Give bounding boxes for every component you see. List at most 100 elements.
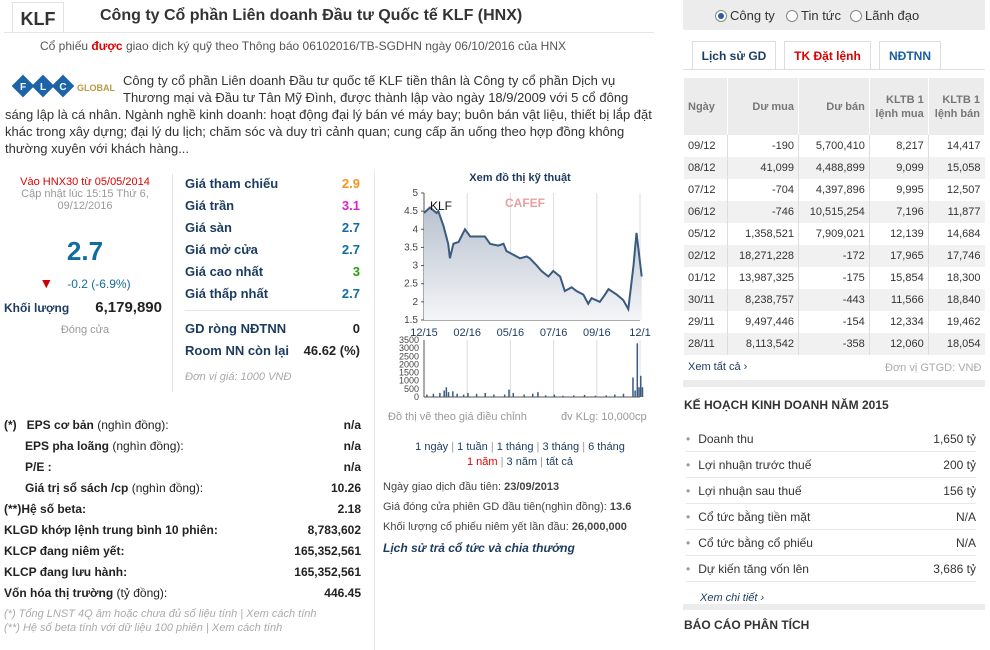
chart-caption: Đồ thị vẽ theo giá điều chỉnh [388, 411, 527, 423]
stat-label: KLCP đang niêm yết: [4, 544, 124, 565]
y-tick-label: 4 [412, 224, 418, 235]
radio-button[interactable] [786, 9, 798, 22]
radio-button[interactable] [850, 9, 862, 22]
stat-name: EPS pha loãng [25, 439, 110, 453]
table-row: 02/12 18,271,228 -172 17,965 17,746 [684, 245, 985, 267]
y-tick-label: 2.5 [404, 279, 418, 290]
stat-unit: (nghìn đồng): [109, 439, 184, 453]
see-all-link[interactable]: Xem tất cả › [688, 361, 747, 373]
plan-details-link[interactable]: Xem chi tiết › [700, 592, 765, 604]
stat-value: n/a [343, 439, 361, 453]
price-label: Giá cao nhất [185, 264, 264, 279]
table-cell: 05/12 [684, 223, 729, 245]
table-cell: 4,488,899 [798, 157, 870, 179]
trading-table: Ngày Dư mua Dư bán KLTB 1 lệnh mua KLTB 1 lệ… [684, 78, 986, 355]
range-link[interactable]: 1 tuần [457, 441, 488, 453]
price-row: Giá sàn 2.7 [185, 220, 360, 242]
radio-company[interactable]: Công ty [715, 8, 775, 23]
range-link[interactable]: tất cả [546, 456, 574, 468]
stat-name: P/E : [25, 460, 52, 474]
price-chart[interactable]: 12/15 02/16 05/16 07/16 09/16 12/154.543.532.… [375, 185, 665, 415]
table-cell: 14,684 [946, 228, 981, 240]
stat-value: n/a [343, 460, 361, 474]
table-row: 29/11 9,497,446 -154 12,334 19,462 [684, 311, 985, 333]
stat-label: (**)Hệ số beta: [4, 502, 86, 523]
x-tick-label: 12/15 [410, 327, 438, 339]
svg-text:L: L [40, 82, 46, 93]
stat-label: KLGD khớp lệnh trung bình 10 phiên: [4, 523, 218, 544]
volume-bar [532, 393, 534, 397]
volume-bar [632, 377, 634, 397]
separator: | [537, 456, 547, 468]
column-header: Dư bán [798, 78, 870, 135]
plan-value: N/A [955, 509, 976, 524]
see-all-label: Xem tất cả [688, 361, 741, 373]
price-area [424, 207, 642, 320]
volume-bar [512, 392, 515, 397]
tab-order-stats[interactable]: TK Đặt lệnh [784, 41, 871, 69]
separator: | [448, 441, 458, 453]
range-links: 1 ngày | 1 tuần | 1 tháng | 3 tháng | 6 … [375, 440, 665, 470]
table-cell: -746 [727, 201, 800, 223]
stat-unit: (nghìn đồng): [128, 481, 204, 495]
market-status: Đóng cửa [60, 324, 110, 336]
y-tick-label: 2 [412, 297, 418, 308]
svg-text:GLOBAL: GLOBAL [77, 83, 115, 93]
symbol-label: KLF [430, 199, 452, 213]
ticker-tab[interactable]: KLF [12, 2, 64, 33]
plan-label: Dự kiến tăng vốn lên [686, 562, 809, 576]
volume-bar [503, 394, 506, 397]
plan-row: Lợi nhuận trước thuế 200 tỷ [686, 452, 976, 478]
foreign-net-value: 0 [352, 321, 360, 336]
chart-title[interactable]: Xem đồ thị kỹ thuật [469, 172, 571, 184]
range-link[interactable]: 1 năm [466, 456, 498, 468]
radio-label: Công ty [730, 8, 775, 23]
dividend-history-link[interactable]: Lịch sử trả cổ tức và chia thưởng [383, 541, 575, 555]
volume-bar [573, 395, 575, 397]
tab-trading-history[interactable]: Lịch sử GD [692, 41, 776, 69]
table-cell: 12,334 [869, 311, 929, 333]
volume-bar [641, 387, 644, 397]
down-arrow-icon: ▼ [39, 275, 54, 291]
plan-label: Cổ tức bằng tiền mặt [686, 510, 810, 524]
tab-foreign-investors[interactable]: NĐTNN [879, 41, 941, 69]
range-link[interactable]: 3 năm [506, 456, 538, 468]
volume-bar [456, 393, 458, 397]
footnote[interactable]: (*) Tổng LNST 4Q âm hoặc chưa đủ số liệu… [4, 608, 317, 620]
price-row: Giá cao nhất 3 [185, 264, 360, 286]
company-title: Công ty Cổ phần Liên doanh Đầu tư Quốc t… [100, 7, 523, 24]
range-link[interactable]: 1 ngày [415, 441, 449, 453]
updated-date: 09/12/2016 [57, 200, 113, 212]
price-line [423, 206, 643, 313]
radio-news[interactable]: Tin tức [786, 8, 841, 23]
separator: | [579, 441, 589, 453]
volume-tick-label: 1500 [399, 368, 419, 378]
stat-name: KLCP đang niêm yết: [4, 544, 125, 558]
price-label: Giá sàn [185, 220, 232, 235]
stat-row: P/E : n/a [4, 460, 361, 481]
table-row: 09/12 -190 5,700,410 8,217 14,417 [684, 135, 985, 157]
range-link[interactable]: 3 tháng [542, 441, 580, 453]
range-link[interactable]: 1 tháng [496, 441, 534, 453]
radio-button[interactable] [715, 9, 727, 22]
volume-row: Khối lượng 6,179,890 [4, 299, 162, 316]
y-tick-label: 3.5 [404, 242, 418, 253]
plan-value: 3,686 tỷ [933, 561, 976, 576]
price-row: Giá trần 3.1 [185, 198, 360, 220]
table-row: 06/12 -746 10,515,254 7,196 11,877 [684, 201, 985, 223]
stat-name: Vốn hóa thị trường [4, 586, 114, 600]
volume-bar [462, 394, 465, 397]
radio-leaders[interactable]: Lãnh đạo [850, 8, 919, 23]
table-cell: -190 [727, 135, 800, 157]
divider [683, 604, 985, 610]
table-cell: 29/11 [684, 311, 729, 333]
footnote[interactable]: (**) Hệ số beta tính với dữ liệu 100 phi… [4, 622, 283, 634]
price-row: Giá mở cửa 2.7 [185, 242, 360, 264]
volume-bar [544, 395, 547, 397]
description-text: Công ty cổ phần Liên doanh Đầu tư quốc t… [5, 73, 652, 156]
stat-row: KLGD khớp lệnh trung bình 10 phiên: 8,783… [4, 523, 361, 544]
table-cell: -172 [798, 245, 870, 267]
plan-label: Lợi nhuận sau thuế [686, 484, 801, 498]
range-link[interactable]: 6 tháng [588, 441, 625, 453]
current-price: 2.7 [66, 236, 104, 266]
